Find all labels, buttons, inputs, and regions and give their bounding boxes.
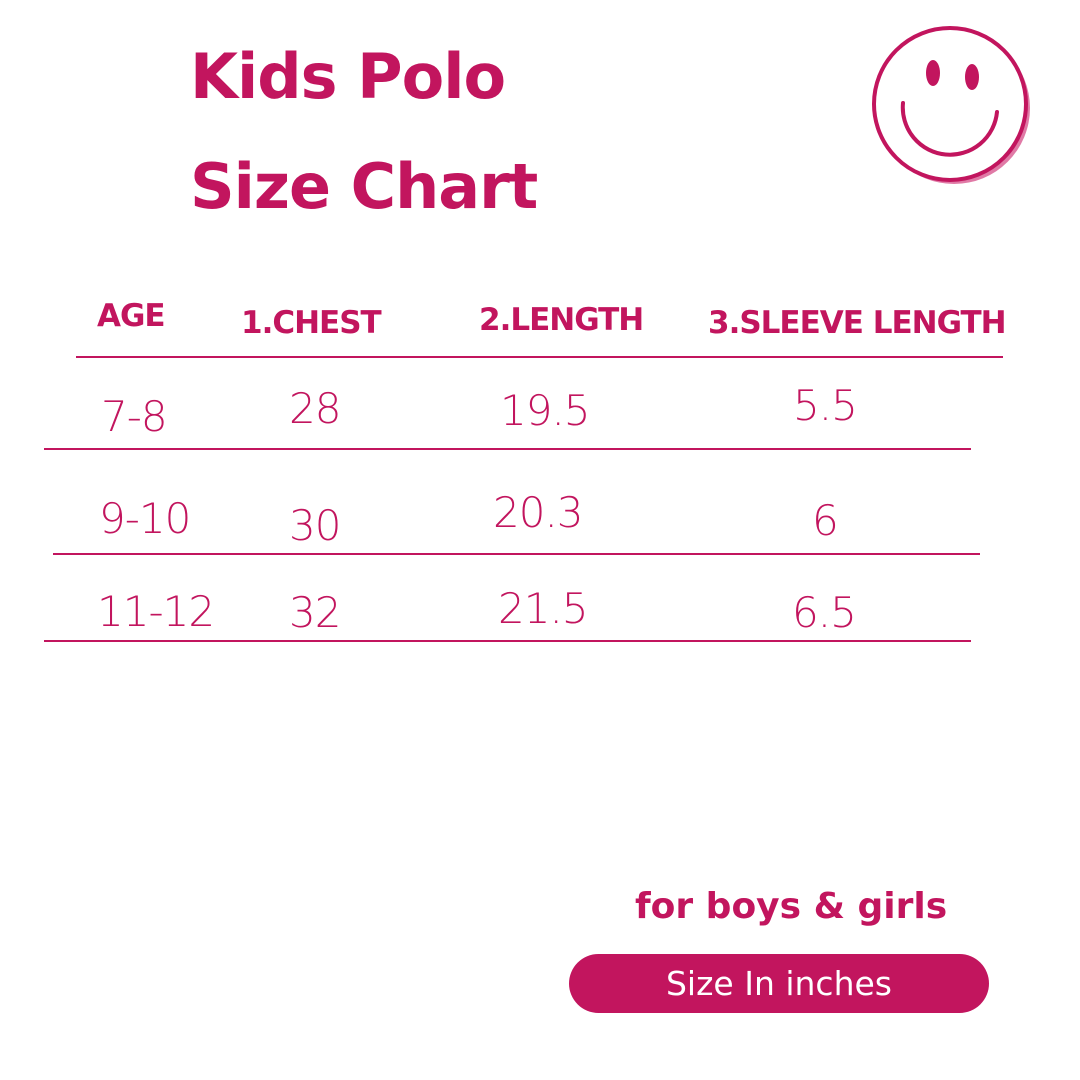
cell-chest: 28 (289, 384, 341, 433)
header-age: AGE (97, 298, 166, 334)
tagline: for boys & girls (635, 886, 948, 927)
cell-length: 19.5 (500, 386, 591, 435)
header-length: 2.LENGTH (479, 302, 644, 338)
cell-age: 7-8 (101, 392, 168, 441)
cell-sleeve: 6 (812, 496, 839, 545)
cell-length: 20.3 (493, 488, 584, 537)
title-line-1: Kids Polo (190, 40, 506, 113)
header-sleeve-length: 3.SLEEVE LENGTH (708, 305, 1007, 341)
smiley-face-icon (872, 26, 1030, 184)
cell-sleeve: 5.5 (793, 381, 858, 430)
cell-chest: 30 (289, 501, 341, 550)
cell-age: 11-12 (97, 587, 215, 636)
unit-label: Size In inches (665, 964, 892, 1003)
header-chest: 1.CHEST (241, 305, 382, 341)
cell-age: 9-10 (99, 494, 191, 543)
title-line-2: Size Chart (190, 150, 538, 223)
cell-sleeve: 6.5 (792, 588, 857, 637)
row-divider (44, 448, 971, 450)
cell-length: 21.5 (498, 584, 589, 633)
header-divider (76, 356, 1003, 358)
cell-chest: 32 (289, 588, 341, 637)
row-divider (53, 553, 980, 555)
row-divider (44, 640, 971, 642)
unit-badge: Size In inches (569, 954, 989, 1013)
